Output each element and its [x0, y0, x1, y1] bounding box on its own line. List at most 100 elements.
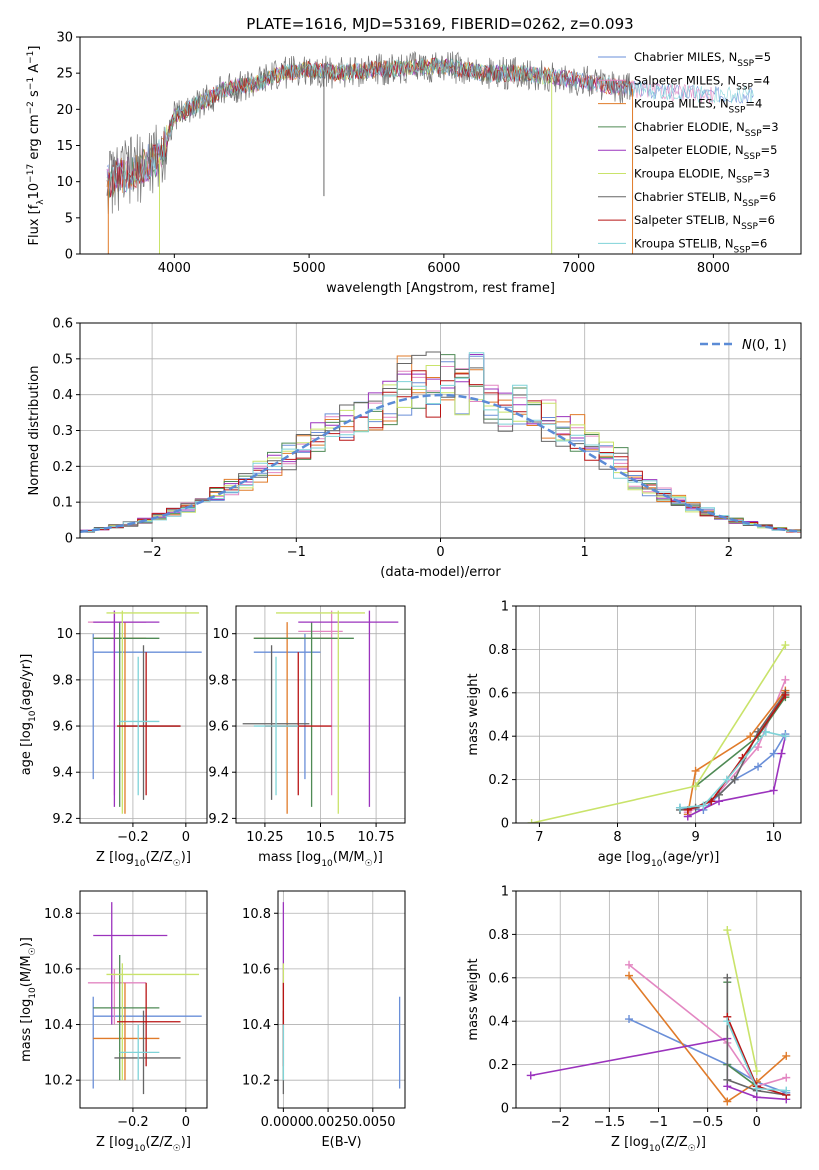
x-tick-label: 0 [753, 1115, 761, 1130]
x-tick-label: 0 [182, 1115, 190, 1130]
x-tick-label: −0.2 [117, 830, 149, 845]
weight-marker [754, 762, 763, 771]
weight-series-0 [628, 1018, 787, 1094]
x-axis-label: age [log10(age/yr)] [598, 850, 720, 869]
weight-marker [781, 641, 790, 650]
weight-marker [527, 819, 536, 823]
weight-marker [723, 1097, 732, 1106]
y-tick-label: 0.2 [488, 1058, 509, 1073]
y-tick-label: 10.2 [44, 1074, 73, 1089]
plot-area [87, 902, 202, 1095]
x-tick-label: 0 [436, 545, 444, 560]
x-tick-label: 9 [691, 830, 699, 845]
x-axis-label: (data-model)/error [380, 565, 501, 580]
x-tick-label: 1 [581, 545, 589, 560]
x-tick-label: 7 [535, 830, 543, 845]
y-tick-label: 9.6 [52, 720, 73, 735]
y-tick-label: 9.8 [208, 673, 229, 688]
x-tick-label: −1 [287, 545, 306, 560]
y-axis-label: Normed distribution [27, 366, 42, 496]
x-tick-label: −2 [551, 1115, 570, 1130]
y-tick-label: 0.8 [488, 928, 509, 943]
y-tick-label: 0.4 [52, 388, 73, 403]
weight-marker [746, 732, 755, 741]
weight-marker [625, 971, 634, 980]
weight-marker [723, 926, 732, 935]
y-tick-label: 9.8 [52, 673, 73, 688]
normal-curve [80, 393, 799, 533]
plot-area [526, 926, 791, 1106]
x-tick-label: 0.0025 [305, 1115, 351, 1130]
legend-label-normal: N(0, 1) [742, 338, 787, 353]
x-axis-label: E(B-V) [321, 1135, 361, 1150]
x-tick-label: 0.0050 [350, 1115, 396, 1130]
y-tick-label: 0.2 [52, 460, 73, 475]
weight-marker [723, 1075, 732, 1084]
weight-marker [769, 786, 778, 795]
x-axis-label: Z [log10(Z/Z☉)] [96, 850, 191, 869]
weight-marker [707, 797, 716, 806]
axes-spectrum: 4000 5000 6000 7000 8000 0 5 10 15 20 25 30 waveleng… [26, 31, 802, 296]
y-axis-label: age [log10(age/yr)] [19, 654, 38, 776]
y-tick-label: 0.2 [488, 773, 509, 788]
legend-label-2: Kroupa MILES, NSSP=4 [634, 97, 762, 116]
y-axis-label: mass weight [466, 958, 481, 1040]
x-axis-label: Z [log10(Z/Z☉)] [611, 1135, 706, 1154]
weight-series-1 [628, 964, 787, 1088]
y-tick-label: 0.4 [488, 1015, 509, 1030]
weight-marker [782, 1051, 791, 1060]
y-tick-label: 10.4 [242, 1018, 271, 1033]
x-tick-label: 8000 [697, 261, 730, 276]
x-tick-label: −0.2 [117, 1115, 149, 1130]
weight-marker [730, 775, 739, 784]
weight-marker [754, 743, 763, 752]
x-axis-label: Z [log10(Z/Z☉)] [96, 1135, 191, 1154]
legend-label-4: Salpeter ELODIE, NSSP=5 [634, 143, 777, 162]
weight-marker [782, 1086, 791, 1095]
legend-label-7: Salpeter STELIB, NSSP=6 [634, 213, 775, 232]
spectrum-series-8 [106, 58, 754, 193]
axes-frame [515, 605, 802, 824]
y-tick-label: 1 [501, 600, 509, 615]
x-tick-label: 10.25 [246, 830, 283, 845]
spectrum-series-2 [106, 58, 633, 196]
y-tick-label: 0.5 [52, 352, 73, 367]
legend-label-8: Kroupa STELIB, NSSP=6 [634, 236, 767, 255]
spectrum-series-1 [106, 57, 714, 198]
y-tick-label: 0.4 [488, 730, 509, 745]
axes-frame [277, 890, 406, 1109]
weight-marker [526, 1071, 535, 1080]
y-tick-label: 0 [501, 1102, 509, 1117]
axes-mass-vs-Z: −0.2 0 10.2 10.4 10.6 10.8 Z [log10(Z/Z☉)] mass… [19, 890, 208, 1154]
legend-label-3: Chabrier ELODIE, NSSP=3 [634, 120, 779, 139]
weight-marker [691, 766, 700, 775]
axes-mass-vs-ebv: 0.0000 0.0025 0.0050 10.2 10.4 10.6 10.8 E(B-V) [242, 890, 406, 1150]
y-tick-label: 9.4 [52, 766, 73, 781]
x-tick-label: 2 [725, 545, 733, 560]
plot-area [106, 50, 754, 254]
y-tick-label: 0.6 [52, 317, 73, 332]
y-tick-label: 0.8 [488, 643, 509, 658]
weight-marker [769, 749, 778, 758]
weight-marker [675, 803, 684, 812]
y-tick-label: 10.6 [242, 962, 271, 977]
x-tick-label: 7000 [562, 261, 595, 276]
y-tick-label: 0.6 [488, 971, 509, 986]
y-tick-label: 10.4 [44, 1018, 73, 1033]
weight-marker [761, 727, 770, 736]
y-tick-label: 30 [56, 31, 73, 46]
y-tick-label: 9.2 [52, 812, 73, 827]
weight-marker [625, 960, 634, 969]
axes-weight-vs-age: 7 8 9 10 0 0.2 0.4 0.6 0.8 1 age [log10(age/yr)] ma… [466, 600, 802, 869]
weight-series-6 [726, 977, 787, 1096]
weight-marker [723, 1017, 732, 1026]
y-tick-label: 0 [501, 817, 509, 832]
axes-age-vs-Z: −0.2 0 9.2 9.4 9.6 9.8 10 Z [log10(Z/Z☉)] age [l… [19, 605, 208, 869]
x-tick-label: 0 [182, 830, 190, 845]
weight-marker [781, 690, 790, 699]
y-tick-label: 10.8 [44, 907, 73, 922]
weight-series-1 [687, 679, 787, 813]
weight-marker [722, 775, 731, 784]
y-tick-label: 20 [56, 103, 73, 118]
y-tick-label: 10 [212, 627, 229, 642]
